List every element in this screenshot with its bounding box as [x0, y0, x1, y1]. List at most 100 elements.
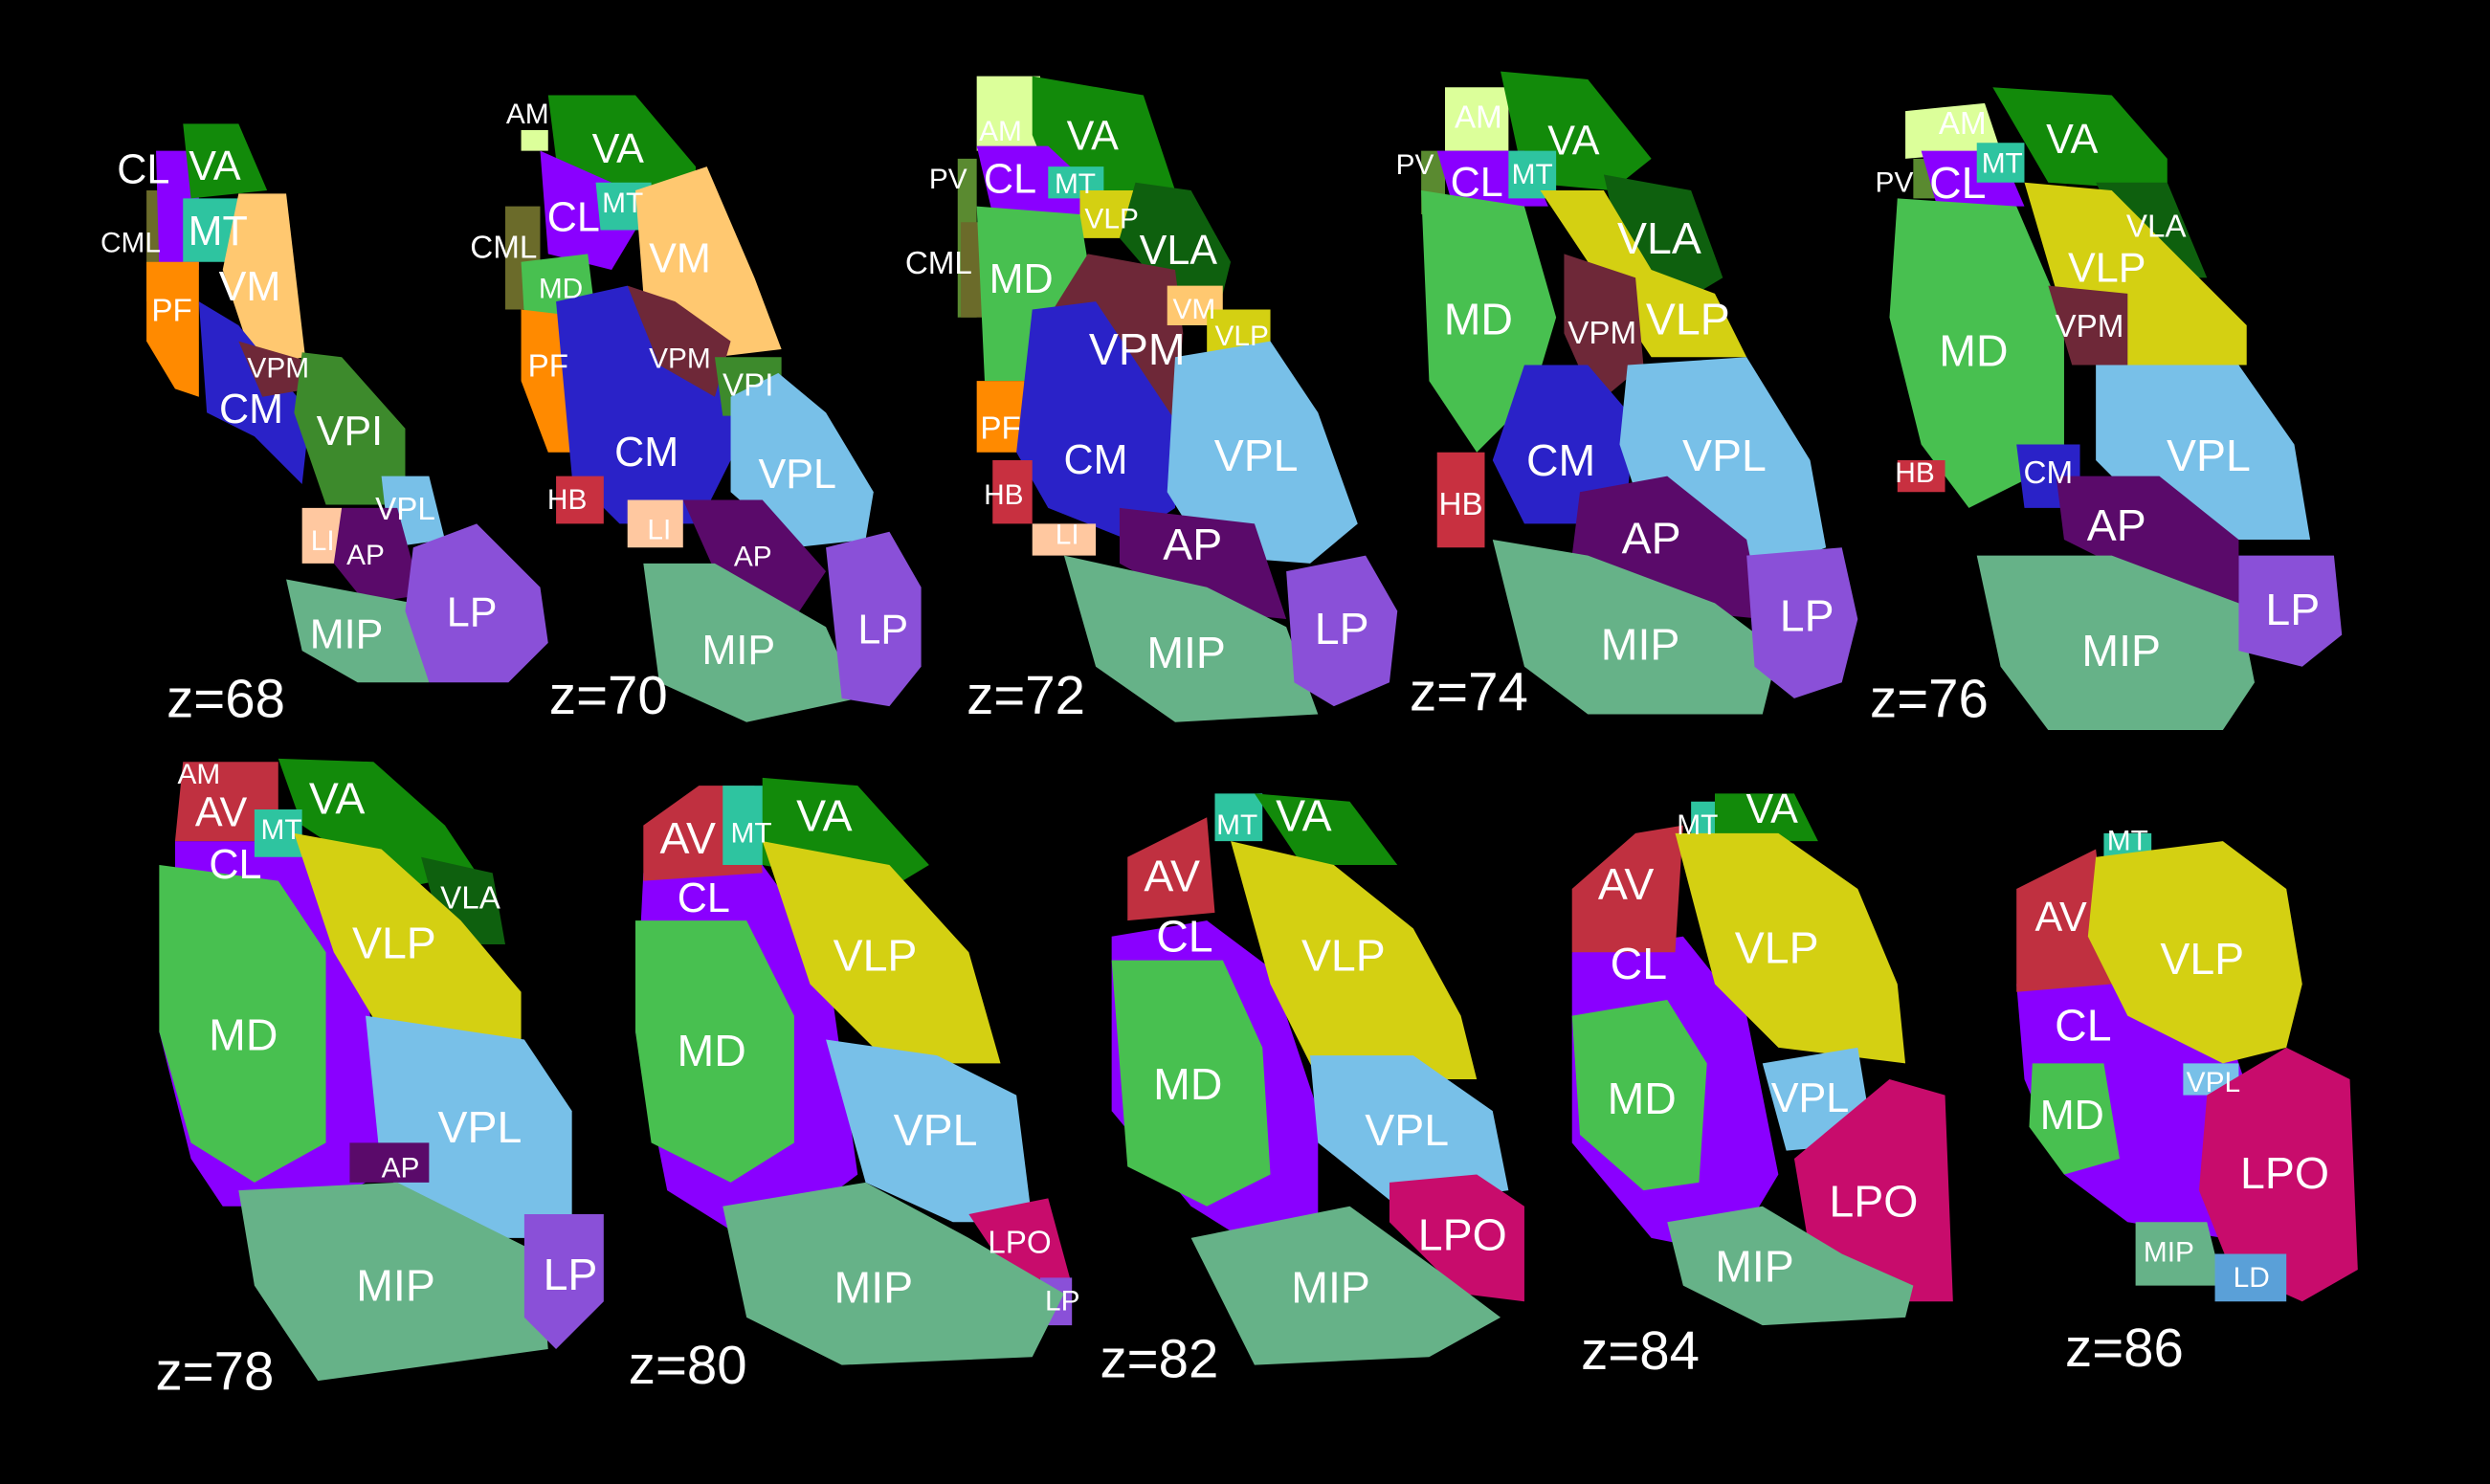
region-label: VLP [1084, 203, 1138, 234]
region-area [2198, 1047, 2358, 1302]
region-area [405, 523, 548, 683]
region-area [682, 499, 827, 619]
region-area [1746, 547, 1858, 698]
region-label: MT [1216, 809, 1257, 841]
region-area [183, 123, 268, 199]
region-area [1889, 198, 2064, 508]
region-label: VPL [2187, 1067, 2240, 1098]
region-label: VPL [2167, 431, 2251, 480]
region-label: LP [544, 1250, 598, 1299]
region-label: VA [592, 126, 645, 172]
region-label: LP [1045, 1286, 1080, 1318]
region-label: VPM [247, 352, 309, 384]
region-labels: CL AV MT VA VLP MD VPL LPO LP MIP [659, 791, 1079, 1318]
region-area [2016, 849, 2112, 992]
region-shapes [2016, 832, 2358, 1302]
region-label: VA [796, 791, 853, 841]
region-label: MD [1608, 1074, 1677, 1123]
region-label: AV [195, 789, 248, 835]
region-label: HB [547, 484, 587, 516]
region-area [1675, 832, 1906, 1064]
atlas-slice: CL AV MT VA VLP MD VPL LPO MIP z=84 [1571, 786, 1953, 1381]
region-label: VLP [1301, 931, 1386, 981]
region-label: VLP [2068, 245, 2145, 291]
region-shapes [957, 76, 1398, 722]
region-label: MD [2040, 1093, 2104, 1139]
region-label: CL [678, 875, 730, 921]
region-label: MIP [1715, 1242, 1794, 1292]
region-label: MD [1444, 294, 1513, 343]
region-area [1793, 1079, 1953, 1302]
region-shapes [146, 123, 548, 683]
region-area [976, 381, 1025, 453]
region-area [635, 920, 794, 1183]
region-label: VLP [1214, 321, 1268, 352]
region-label: VA [1276, 791, 1332, 841]
region-label: MD [678, 1026, 746, 1075]
region-area [2048, 285, 2128, 365]
region-label: AM [1939, 106, 1987, 142]
atlas-slice: CL AV MT VLP VPL MD LPO MIP LD z=86 [2016, 826, 2358, 1378]
region-area [286, 579, 430, 683]
slice-label: z=82 [1100, 1328, 1218, 1388]
region-area [1119, 507, 1287, 619]
region-area [1286, 555, 1398, 707]
region-label: MT [731, 817, 772, 849]
region-shapes [1889, 87, 2343, 731]
region-label: MIP [702, 628, 776, 674]
region-label: VPI [723, 368, 773, 404]
region-label: MT [602, 188, 643, 219]
region-label: VPL [438, 1102, 522, 1152]
region-area [222, 193, 305, 365]
region-area [278, 758, 478, 889]
region-labels: CL AV MT VA VLP MD VPL LPO MIP [1598, 786, 1918, 1292]
region-label: VPL [758, 452, 835, 498]
region-area [1667, 1206, 1914, 1326]
region-label: VLP [1735, 922, 1819, 972]
region-label: PV [1876, 166, 1914, 198]
region-label: LP [1315, 604, 1369, 653]
region-area [1016, 301, 1176, 540]
region-label: LPO [1418, 1210, 1507, 1260]
region-label: MIP [310, 612, 384, 658]
region-label: MT [1055, 168, 1096, 200]
region-label: CL [1929, 158, 1986, 208]
region-label: AP [346, 540, 385, 571]
region-label: VPM [1567, 316, 1636, 351]
region-area [2029, 1063, 2121, 1175]
region-label: HB [984, 479, 1023, 511]
region-area [523, 1214, 604, 1349]
region-label: MD [1939, 326, 2008, 376]
region-area [1167, 341, 1358, 564]
slice-label: z=70 [549, 665, 668, 725]
region-label: MIP [1146, 628, 1226, 677]
region-area [294, 832, 522, 1048]
region-label: CM [219, 387, 283, 432]
region-area [1897, 460, 1945, 493]
region-labels: CL AV MT VLP VPL MD LPO MIP LD [2034, 826, 2329, 1294]
region-label: MIP [2144, 1236, 2194, 1268]
atlas-slice: AM VA PV CL MT VLA VLP MD VPM CM VPL HB AP MIP LP z=74 [1396, 71, 1858, 722]
region-label: LP [1780, 591, 1834, 641]
region-label: VA [309, 773, 366, 823]
region-label: MIP [1291, 1262, 1370, 1312]
region-label: MIP [1601, 619, 1680, 669]
region-area [547, 95, 697, 188]
region-label: MIP [356, 1261, 435, 1311]
region-area [730, 372, 874, 548]
region-label: LD [2234, 1262, 2270, 1294]
region-area [826, 1039, 1033, 1223]
region-label: CM [614, 430, 678, 476]
slice-label: z=76 [1870, 668, 1989, 728]
region-area [1992, 87, 2168, 191]
region-label: VLA [1617, 213, 1701, 263]
region-shapes [1421, 71, 1858, 715]
region-label: VLP [352, 918, 436, 967]
